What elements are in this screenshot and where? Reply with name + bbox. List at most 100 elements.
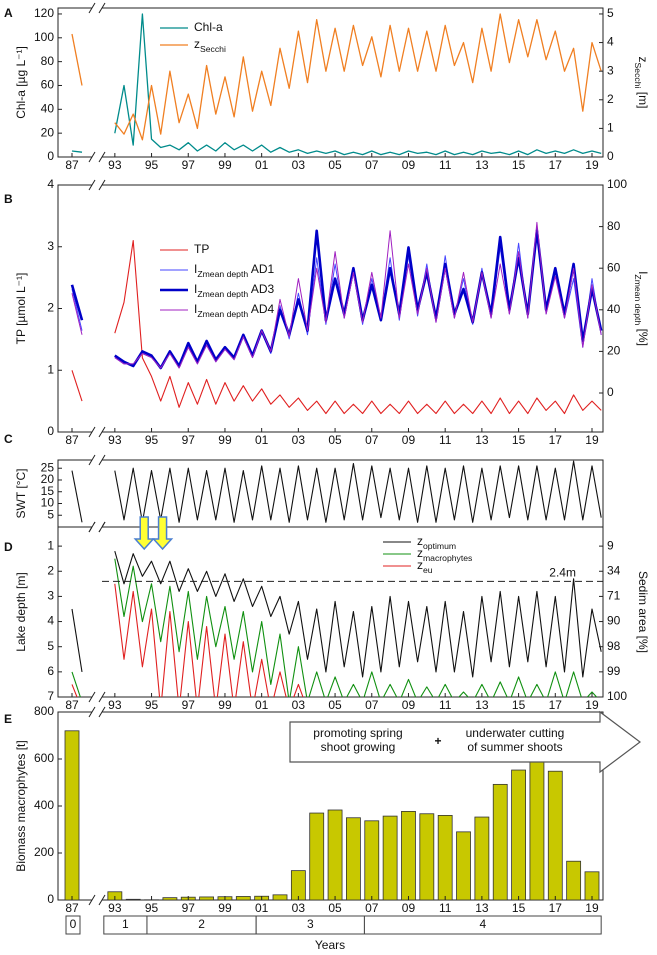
x-tick-label: 11 bbox=[439, 433, 452, 447]
x-tick-label: 87 bbox=[65, 158, 79, 172]
y-tick-label: 0 bbox=[607, 385, 614, 399]
y-tick-label: 5 bbox=[47, 507, 54, 521]
legend-label: zmacrophytes bbox=[417, 546, 472, 563]
y-tick-label: 120 bbox=[34, 6, 54, 20]
y-tick-label: 7 bbox=[47, 689, 54, 703]
plot-frame bbox=[57, 184, 604, 433]
subscript: Zmean depth bbox=[197, 269, 248, 279]
x-tick-label: 09 bbox=[402, 433, 416, 447]
series-line bbox=[71, 288, 83, 331]
text-part: [%] bbox=[636, 325, 650, 346]
plot-frame bbox=[57, 526, 604, 698]
annotation-text: underwater cutting bbox=[466, 726, 565, 740]
x-tick-label: 01 bbox=[255, 901, 269, 915]
x-tick-label: 09 bbox=[402, 158, 416, 172]
plot-frame bbox=[57, 7, 604, 158]
series-line bbox=[114, 229, 603, 370]
axis-break bbox=[92, 182, 102, 188]
y-axis-label: TP [µmol L⁻¹] bbox=[14, 273, 28, 345]
break-mark bbox=[98, 691, 106, 703]
bar bbox=[309, 812, 325, 900]
x-tick-label: 95 bbox=[145, 901, 159, 915]
x-tick-label: 97 bbox=[182, 901, 196, 915]
text-part: I bbox=[194, 282, 197, 296]
series-line bbox=[114, 221, 602, 369]
x-tick-label: 19 bbox=[585, 901, 599, 915]
x-tick-label: 03 bbox=[292, 901, 306, 915]
subscript: Zmean depth bbox=[197, 309, 248, 319]
x-tick-label: 93 bbox=[108, 698, 122, 712]
break-mark bbox=[98, 426, 106, 438]
panel-letter: D bbox=[4, 540, 13, 554]
y-tick-label: 2 bbox=[47, 563, 54, 577]
break-mark bbox=[98, 151, 106, 163]
y-tick-label: 4 bbox=[47, 177, 54, 191]
phase-label: 3 bbox=[307, 917, 314, 931]
x-tick-label: 87 bbox=[65, 433, 79, 447]
x-tick-label: 17 bbox=[549, 698, 563, 712]
x-tick-label: 03 bbox=[292, 158, 306, 172]
axis-break bbox=[92, 694, 102, 700]
y2-axis-label: Sedim area [%] bbox=[636, 571, 650, 653]
break-mark bbox=[88, 179, 96, 191]
x-tick-label: 87 bbox=[65, 901, 79, 915]
phase-box bbox=[65, 915, 81, 935]
legend-label: Chl-a bbox=[194, 20, 223, 34]
series-line bbox=[114, 550, 602, 678]
text-part: I bbox=[194, 302, 197, 316]
break-mark bbox=[98, 706, 106, 718]
x-tick-label: 19 bbox=[585, 433, 599, 447]
x-tick-label: 87 bbox=[65, 698, 79, 712]
x-tick-label: 17 bbox=[549, 433, 563, 447]
x-tick-label: 07 bbox=[365, 698, 379, 712]
subscript: eu bbox=[423, 565, 433, 575]
x-tick-label: 95 bbox=[145, 698, 159, 712]
bar bbox=[162, 897, 178, 900]
break-mark bbox=[98, 179, 106, 191]
break-mark bbox=[88, 2, 96, 14]
break-mark bbox=[88, 454, 96, 466]
panel-letter: E bbox=[4, 712, 12, 726]
y-tick-label: 0 bbox=[47, 149, 54, 163]
break-mark bbox=[98, 521, 106, 533]
y-tick-label: 1 bbox=[607, 121, 614, 135]
y-tick-label: 2 bbox=[607, 92, 614, 106]
series-line bbox=[114, 583, 304, 697]
x-tick-label: 93 bbox=[108, 901, 122, 915]
series-line bbox=[71, 470, 83, 523]
x-tick-label: 99 bbox=[218, 901, 232, 915]
series-line bbox=[71, 684, 78, 697]
break-mark bbox=[98, 2, 106, 14]
y-tick-label: 0 bbox=[47, 892, 54, 906]
annotation-text: shoot growing bbox=[321, 740, 396, 754]
x-tick-label: 05 bbox=[328, 698, 342, 712]
x-tick-label: 11 bbox=[439, 698, 452, 712]
x-tick-label: 09 bbox=[402, 901, 416, 915]
x-tick-label: 05 bbox=[328, 158, 342, 172]
series-line bbox=[114, 558, 598, 697]
text-part: I bbox=[636, 271, 650, 274]
y-tick-label: 1 bbox=[47, 538, 54, 552]
subscript: Zmean depth bbox=[633, 274, 643, 325]
bar bbox=[547, 770, 563, 900]
subscript: optimum bbox=[423, 541, 456, 551]
bar bbox=[235, 896, 251, 900]
x-tick-label: 05 bbox=[328, 901, 342, 915]
bar bbox=[290, 870, 306, 900]
y-tick-label: 71 bbox=[607, 589, 621, 603]
y-tick-label: 10 bbox=[41, 496, 55, 510]
bar bbox=[272, 894, 288, 900]
x-tick-label: 01 bbox=[255, 158, 269, 172]
x-tick-label: 01 bbox=[255, 433, 269, 447]
break-mark bbox=[88, 706, 96, 718]
x-tick-label: 13 bbox=[475, 433, 489, 447]
y-tick-label: 60 bbox=[41, 78, 55, 92]
plot-area bbox=[70, 221, 603, 415]
phase-label: 4 bbox=[479, 917, 486, 931]
bar bbox=[327, 809, 343, 900]
bar bbox=[437, 815, 453, 900]
series-line bbox=[70, 284, 84, 321]
y-tick-label: 9 bbox=[607, 538, 614, 552]
phase-label: 1 bbox=[122, 917, 129, 931]
